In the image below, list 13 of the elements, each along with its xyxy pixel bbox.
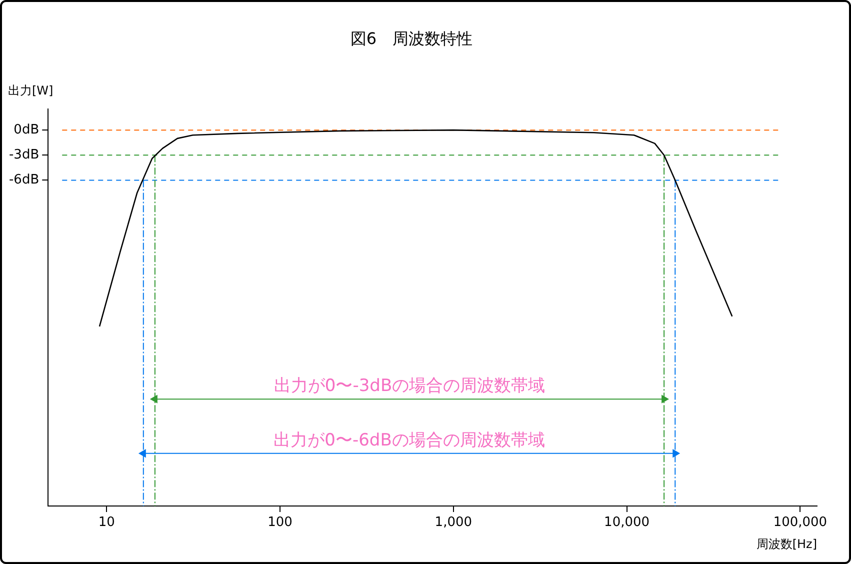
x-tick-label: 10 — [98, 515, 115, 530]
x-tick-label: 1,000 — [434, 515, 472, 530]
y-tick-label: 0dB — [14, 122, 40, 138]
x-tick-label: 100 — [268, 515, 292, 530]
annotation: 出力が0〜-3dBの場合の周波数帯域 — [274, 376, 546, 396]
x-tick-label: 10,000 — [604, 515, 650, 530]
y-axis-title: 出力[W] — [8, 83, 54, 98]
chart-title: 図6 周波数特性 — [350, 28, 473, 48]
y-tick-label: -3dB — [8, 148, 40, 163]
annotation: 出力が0〜-6dBの場合の周波数帯域 — [274, 430, 545, 450]
y-tick-label: -6dB — [8, 172, 40, 188]
x-tick-label: 100,000 — [773, 515, 828, 530]
x-axis-title: 周波数[Hz] — [756, 536, 817, 551]
